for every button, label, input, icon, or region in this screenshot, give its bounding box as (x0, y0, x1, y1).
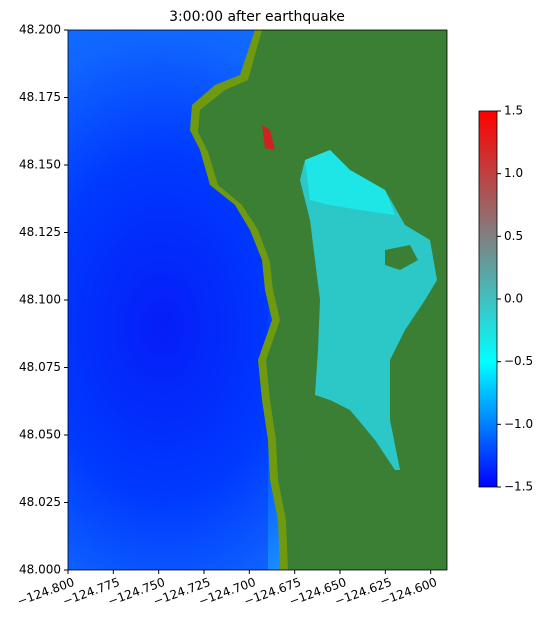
colorbar-tick-label: 1.5 (504, 104, 523, 118)
bay-inner (305, 150, 395, 215)
colorbar (478, 110, 498, 488)
y-tick-label: 48.050 (19, 428, 61, 442)
map-image (68, 30, 447, 570)
colorbar-tick-label: 1.0 (504, 166, 523, 180)
y-tick-label: 48.125 (19, 225, 61, 239)
y-tick-label: 48.000 (19, 563, 61, 577)
y-tick-label: 48.200 (19, 23, 61, 37)
chart-title: 3:00:00 after earthquake (169, 9, 345, 25)
island (385, 245, 418, 270)
colorbar-tick-label: 0.5 (504, 229, 523, 243)
y-tick-label: 48.100 (19, 293, 61, 307)
y-tick-label: 48.075 (19, 360, 61, 374)
colorbar-tick-label: −1.0 (504, 417, 533, 431)
colorbar-tick-label: 0.0 (504, 292, 523, 306)
bay (300, 150, 437, 470)
y-tick-label: 48.025 (19, 495, 61, 509)
high-spot (262, 125, 275, 150)
colorbar-tick-label: −0.5 (504, 354, 533, 368)
y-tick-label: 48.150 (19, 158, 61, 172)
colorbar-tick-label: −1.5 (504, 480, 533, 494)
y-tick-label: 48.175 (19, 90, 61, 104)
